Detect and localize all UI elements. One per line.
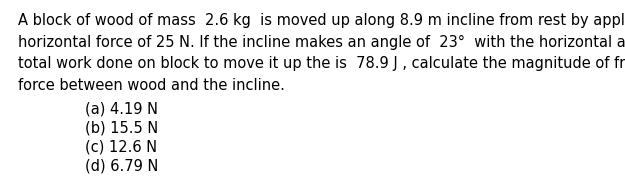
Text: A block of wood of mass  2.6 kg  is moved up along 8.9 m incline from rest by ap: A block of wood of mass 2.6 kg is moved … [18, 13, 625, 28]
Text: (d) 6.79 N: (d) 6.79 N [85, 159, 158, 174]
Text: (c) 12.6 N: (c) 12.6 N [85, 140, 157, 155]
Text: horizontal force of 25 N. If the incline makes an angle of  23°  with the horizo: horizontal force of 25 N. If the incline… [18, 35, 625, 49]
Text: (a) 4.19 N: (a) 4.19 N [85, 102, 158, 117]
Text: (b) 15.5 N: (b) 15.5 N [85, 121, 158, 136]
Text: force between wood and the incline.: force between wood and the incline. [18, 77, 285, 92]
Text: total work done on block to move it up the is  78.9 J , calculate the magnitude : total work done on block to move it up t… [18, 56, 625, 71]
